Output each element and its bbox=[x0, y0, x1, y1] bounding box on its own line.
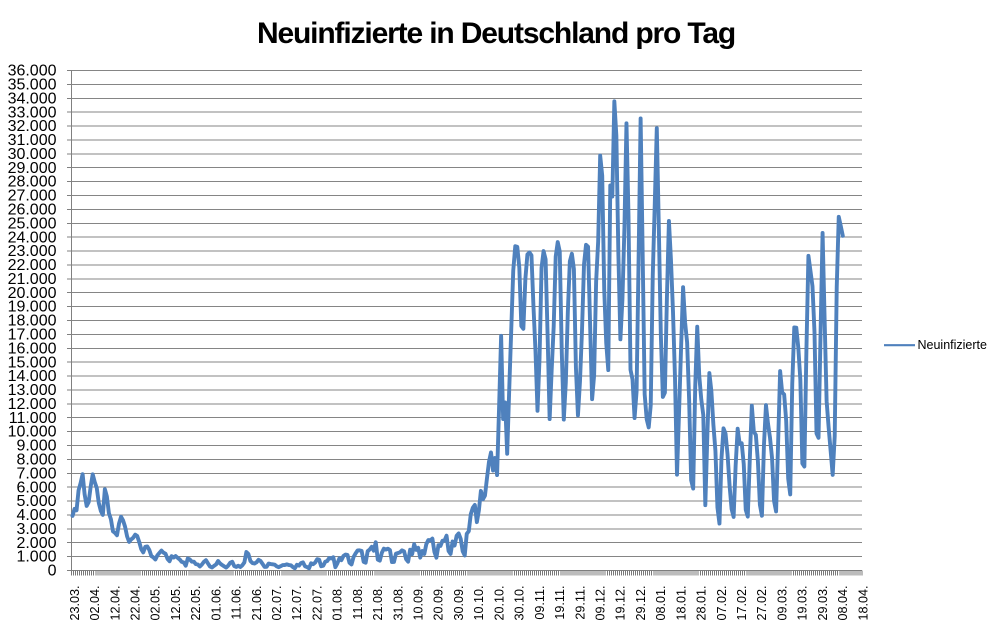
svg-text:09.12.: 09.12. bbox=[593, 586, 607, 621]
svg-text:12.05.: 12.05. bbox=[169, 586, 183, 621]
svg-text:18.000: 18.000 bbox=[8, 313, 57, 330]
svg-text:9.000: 9.000 bbox=[16, 438, 56, 455]
svg-text:19.11.: 19.11. bbox=[553, 586, 567, 620]
svg-text:17.02.: 17.02. bbox=[735, 586, 749, 621]
svg-text:18.04.: 18.04. bbox=[856, 586, 870, 621]
svg-text:02.07.: 02.07. bbox=[270, 586, 284, 621]
svg-text:3.000: 3.000 bbox=[16, 521, 56, 538]
svg-text:22.04.: 22.04. bbox=[128, 586, 142, 621]
svg-text:11.000: 11.000 bbox=[9, 410, 57, 427]
svg-text:30.10.: 30.10. bbox=[513, 586, 527, 621]
svg-text:20.09.: 20.09. bbox=[432, 586, 446, 621]
svg-text:Neuinfizierte in Deutschland p: Neuinfizierte in Deutschland pro Tag bbox=[257, 17, 735, 50]
svg-text:21.06.: 21.06. bbox=[250, 586, 264, 621]
svg-text:02.04.: 02.04. bbox=[88, 586, 102, 621]
svg-text:27.000: 27.000 bbox=[8, 188, 57, 205]
svg-text:12.07.: 12.07. bbox=[290, 586, 304, 621]
svg-text:09.03.: 09.03. bbox=[775, 586, 789, 621]
svg-text:20.000: 20.000 bbox=[8, 285, 57, 302]
svg-text:0: 0 bbox=[48, 563, 57, 580]
svg-text:18.01.: 18.01. bbox=[674, 586, 688, 621]
svg-text:22.05.: 22.05. bbox=[189, 586, 203, 621]
svg-text:4.000: 4.000 bbox=[16, 507, 56, 524]
svg-text:09.11.: 09.11. bbox=[533, 586, 547, 620]
svg-text:8.000: 8.000 bbox=[16, 451, 56, 468]
svg-text:08.04.: 08.04. bbox=[836, 586, 850, 621]
svg-text:10.10.: 10.10. bbox=[472, 586, 486, 621]
svg-text:32.000: 32.000 bbox=[8, 118, 57, 135]
svg-text:29.000: 29.000 bbox=[8, 160, 57, 177]
svg-text:30.09.: 30.09. bbox=[452, 586, 466, 621]
svg-text:21.000: 21.000 bbox=[8, 271, 57, 288]
svg-text:11.06.: 11.06. bbox=[230, 586, 244, 620]
svg-text:22.07.: 22.07. bbox=[310, 586, 324, 621]
svg-text:29.03.: 29.03. bbox=[816, 586, 830, 621]
svg-text:31.000: 31.000 bbox=[8, 132, 57, 149]
svg-text:15.000: 15.000 bbox=[8, 354, 57, 371]
svg-text:24.000: 24.000 bbox=[8, 229, 57, 246]
svg-text:22.000: 22.000 bbox=[8, 257, 57, 274]
svg-text:33.000: 33.000 bbox=[8, 104, 57, 121]
svg-text:13.000: 13.000 bbox=[8, 382, 57, 399]
svg-text:21.08.: 21.08. bbox=[371, 586, 385, 621]
svg-text:7.000: 7.000 bbox=[16, 465, 56, 482]
svg-text:36.000: 36.000 bbox=[8, 63, 57, 80]
svg-text:6.000: 6.000 bbox=[16, 479, 56, 496]
svg-text:29.12.: 29.12. bbox=[634, 586, 648, 621]
svg-text:11.08.: 11.08. bbox=[351, 586, 365, 620]
svg-text:Neuinfizierte: Neuinfizierte bbox=[918, 338, 988, 352]
svg-text:2.000: 2.000 bbox=[16, 535, 56, 552]
svg-text:28.01.: 28.01. bbox=[695, 586, 709, 621]
svg-text:20.10.: 20.10. bbox=[492, 586, 506, 621]
svg-text:27.02.: 27.02. bbox=[755, 586, 769, 621]
svg-text:1.000: 1.000 bbox=[16, 549, 56, 566]
svg-text:23.000: 23.000 bbox=[8, 243, 57, 260]
svg-text:12.000: 12.000 bbox=[8, 396, 57, 413]
svg-text:30.000: 30.000 bbox=[8, 146, 57, 163]
svg-text:35.000: 35.000 bbox=[8, 76, 57, 93]
svg-text:31.08.: 31.08. bbox=[391, 586, 405, 621]
svg-text:01.08.: 01.08. bbox=[331, 586, 345, 621]
svg-text:02.05.: 02.05. bbox=[149, 586, 163, 621]
svg-text:5.000: 5.000 bbox=[16, 493, 56, 510]
svg-text:01.06.: 01.06. bbox=[209, 586, 223, 621]
svg-text:17.000: 17.000 bbox=[8, 326, 57, 343]
svg-text:19.000: 19.000 bbox=[8, 299, 57, 316]
svg-text:08.01.: 08.01. bbox=[654, 586, 668, 621]
svg-text:25.000: 25.000 bbox=[8, 215, 57, 232]
svg-text:12.04.: 12.04. bbox=[108, 586, 122, 621]
svg-text:19.03.: 19.03. bbox=[796, 586, 810, 621]
svg-text:26.000: 26.000 bbox=[8, 201, 57, 218]
svg-text:07.02.: 07.02. bbox=[715, 586, 729, 621]
svg-text:10.000: 10.000 bbox=[8, 424, 57, 441]
svg-text:34.000: 34.000 bbox=[8, 90, 57, 107]
svg-text:28.000: 28.000 bbox=[8, 174, 57, 191]
svg-text:23.03.: 23.03. bbox=[68, 586, 82, 621]
svg-text:16.000: 16.000 bbox=[8, 340, 57, 357]
svg-text:10.09.: 10.09. bbox=[412, 586, 426, 621]
svg-text:14.000: 14.000 bbox=[8, 368, 57, 385]
svg-text:29.11.: 29.11. bbox=[573, 586, 587, 620]
svg-text:19.12.: 19.12. bbox=[614, 586, 628, 621]
